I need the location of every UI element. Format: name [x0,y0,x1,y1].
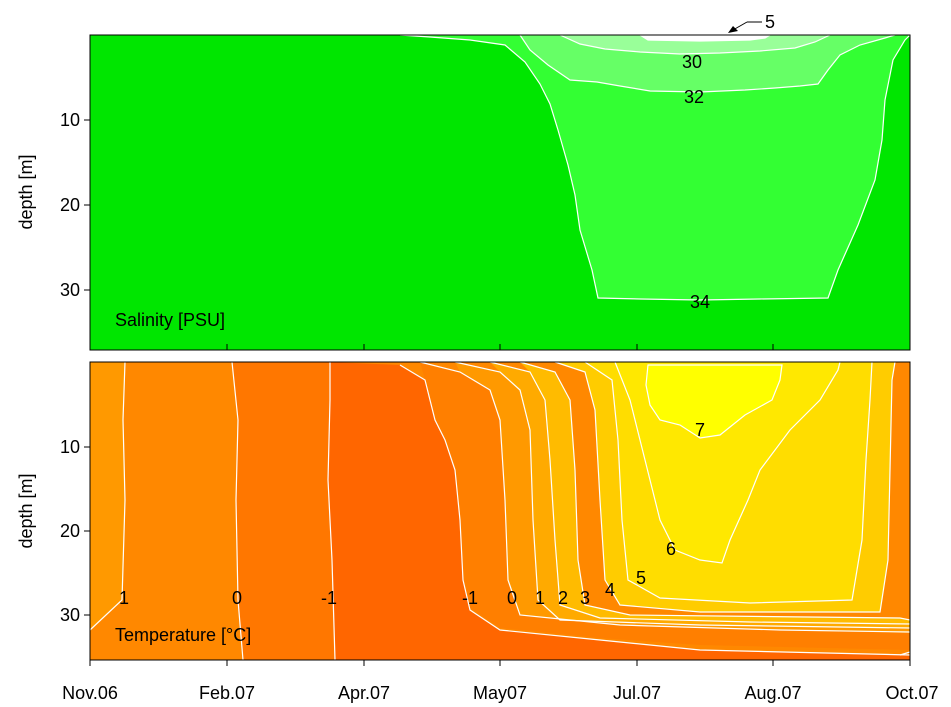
temperature-isoline-1 [89,361,126,631]
salinity-ytick-label-20: 20 [60,195,80,215]
temperature-panel: 10 20 30 depth [m] Temperature [°C] 1 0 … [16,361,911,666]
temperature-band-0-above [420,362,910,650]
temperature-band-lt-neg1 [328,362,910,660]
temperature-contour-label-neg1-right: -1 [462,588,478,608]
temperature-isoline-2 [489,361,911,625]
salinity-panel-title: Salinity [PSU] [115,310,225,330]
temperature-band-2-3 [490,362,910,628]
temperature-isoline-neg1-b [399,364,911,656]
salinity-contour-label-30: 30 [682,52,702,72]
temperature-band-1-2 [455,362,910,633]
salinity-ytick-label-10: 10 [60,110,80,130]
xtick-label-aug07: Aug.07 [744,683,801,703]
temperature-isoline-6 [614,361,841,564]
temperature-isoline-7 [645,364,783,439]
salinity-isoline-32 [519,34,896,93]
temperature-isoline-1-b [454,361,911,629]
xtick-label-oct07: Oct.07 [885,683,938,703]
temperature-contour-label-4: 4 [605,580,615,600]
temperature-contour-label-6: 6 [666,539,676,559]
temperature-contour-label-1-right: 1 [535,588,545,608]
temperature-band-0-1 [90,362,125,630]
temperature-isoline-4 [554,361,896,613]
temperature-contour-label-2: 2 [558,588,568,608]
xtick-label-feb07: Feb.07 [199,683,255,703]
temperature-ytick-label-30: 30 [60,605,80,625]
temperature-isoline-0-b [419,361,911,633]
xtick-label-nov06: Nov.06 [62,683,118,703]
temperature-contour-label-7: 7 [695,420,705,440]
temperature-y-axis-label: depth [m] [16,473,36,548]
temperature-isoline-right-edge [899,651,911,656]
salinity-contour-label-5: 5 [765,12,775,32]
temperature-isoline-neg1-a [327,362,336,661]
salinity-panel: 10 20 30 depth [m] Salinity [PSU] 5 30 3… [16,12,911,351]
temperature-band-gt-7 [646,365,782,438]
salinity-band-32-34 [400,35,910,300]
xtick-label-may07: May07 [473,683,527,703]
salinity-isoline-30 [559,34,831,55]
temperature-isoline-3 [519,361,911,621]
salinity-isoline-34 [399,34,911,301]
salinity-contour-label-32: 32 [684,87,704,107]
temperature-isoline-5 [584,361,873,604]
temperature-contour-label-1-left: 1 [119,588,129,608]
temperature-contour-label-5: 5 [636,568,646,588]
temperature-contour-label-0-right: 0 [507,588,517,608]
salinity-isoline-5 [639,34,771,42]
temperature-band-3-4 [520,362,910,624]
salinity-ytick-label-30: 30 [60,280,80,300]
x-axis-labels: Nov.06 Feb.07 Apr.07 May07 Jul.07 Aug.07… [62,683,938,703]
temperature-contour-label-neg1-left: -1 [321,588,337,608]
xtick-label-jul07: Jul.07 [613,683,661,703]
xtick-label-apr07: Apr.07 [338,683,390,703]
salinity-band-lt-5 [640,35,770,41]
salinity-contour-label-34: 34 [690,292,710,312]
temperature-ytick-label-10: 10 [60,437,80,457]
temperature-contour-label-3: 3 [580,588,590,608]
salinity-label-5-arrow [728,26,738,33]
temperature-contour-label-0-left: 0 [232,588,242,608]
temperature-isoline-0 [231,361,244,661]
temperature-panel-title: Temperature [°C] [115,625,251,645]
salinity-band-lt-30 [560,35,830,54]
salinity-y-axis-label: depth [m] [16,154,36,229]
temperature-ytick-label-20: 20 [60,521,80,541]
temperature-band-neg1-0 [232,362,335,660]
